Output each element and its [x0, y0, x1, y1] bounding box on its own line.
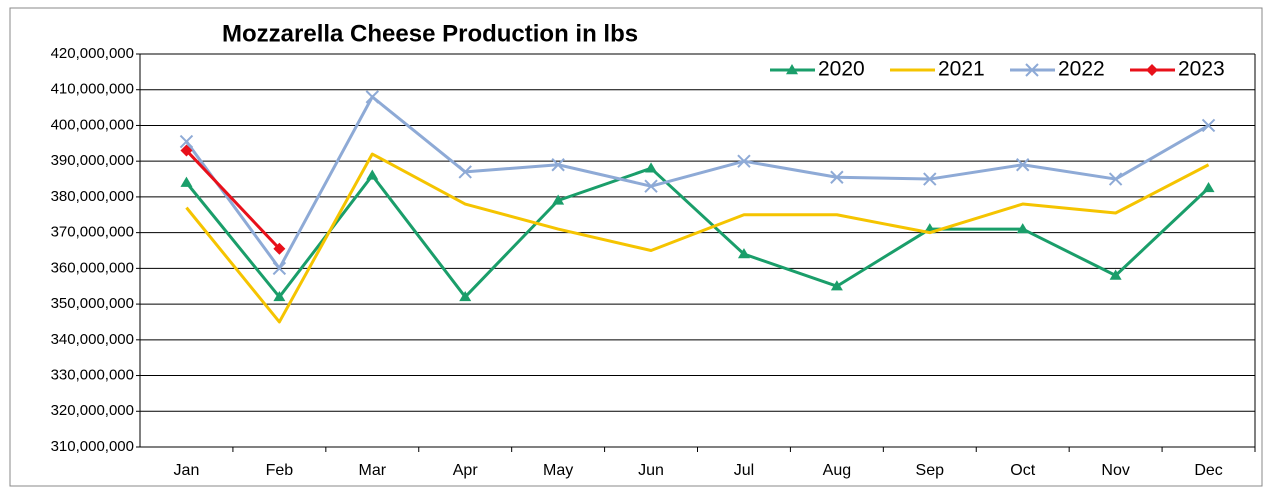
x-tick-label: Aug	[823, 462, 851, 479]
data-point	[273, 290, 286, 302]
legend-label: 2022	[1058, 58, 1105, 81]
legend-label: 2020	[818, 58, 865, 81]
y-tick-label: 350,000,000	[51, 295, 134, 312]
series-line	[185, 166, 1210, 299]
data-point	[365, 90, 379, 104]
data-point	[1109, 269, 1122, 280]
y-tick-label: 390,000,000	[51, 152, 134, 169]
data-point	[1016, 223, 1029, 234]
data-point	[180, 144, 193, 157]
y-tick-label: 380,000,000	[51, 188, 134, 205]
data-point	[830, 280, 843, 291]
x-tick-label: Apr	[453, 462, 479, 479]
data-point	[1108, 172, 1123, 186]
y-tick-label: 420,000,000	[51, 45, 134, 62]
data-point	[272, 261, 287, 276]
data-point	[1016, 158, 1030, 172]
data-point	[552, 194, 565, 205]
y-tick-label: 370,000,000	[51, 224, 134, 241]
series-line	[185, 149, 281, 250]
y-tick-label: 360,000,000	[51, 259, 134, 276]
x-tick-label: Nov	[1101, 462, 1129, 479]
data-point	[366, 169, 379, 180]
y-tick-label: 410,000,000	[51, 81, 134, 98]
legend-marker	[1146, 64, 1158, 76]
data-point	[645, 162, 658, 173]
data-point	[551, 158, 565, 172]
data-point	[737, 154, 751, 168]
y-tick-label: 310,000,000	[51, 438, 134, 455]
x-tick-label: Jun	[638, 462, 664, 479]
y-tick-label: 340,000,000	[51, 331, 134, 348]
x-tick-label: Mar	[359, 462, 387, 479]
data-point	[644, 179, 658, 193]
series-line	[185, 95, 1210, 270]
legend-marker	[786, 64, 798, 75]
y-tick-label: 320,000,000	[51, 402, 134, 419]
data-point	[179, 134, 194, 149]
data-point	[923, 172, 937, 186]
data-point	[1201, 118, 1216, 133]
y-tick-label: 330,000,000	[51, 367, 134, 384]
data-point	[458, 165, 472, 179]
data-point	[737, 248, 750, 259]
legend-label: 2023	[1178, 58, 1225, 81]
x-tick-label: Jul	[734, 462, 754, 479]
data-point	[273, 242, 286, 255]
series-line	[185, 152, 1210, 324]
legend-label: 2021	[938, 58, 985, 81]
x-tick-label: Jan	[174, 462, 200, 479]
data-point	[1202, 181, 1215, 193]
x-tick-label: May	[543, 462, 573, 479]
data-point	[830, 170, 844, 184]
y-tick-label: 400,000,000	[51, 116, 134, 133]
x-tick-label: Feb	[266, 462, 294, 479]
x-tick-label: Dec	[1194, 462, 1222, 479]
x-tick-label: Oct	[1010, 462, 1035, 479]
chart-title: Mozzarella Cheese Production in lbs	[222, 20, 638, 47]
legend-marker	[1025, 63, 1039, 77]
x-tick-label: Sep	[916, 462, 945, 479]
data-point	[459, 290, 472, 302]
data-point	[180, 176, 193, 187]
